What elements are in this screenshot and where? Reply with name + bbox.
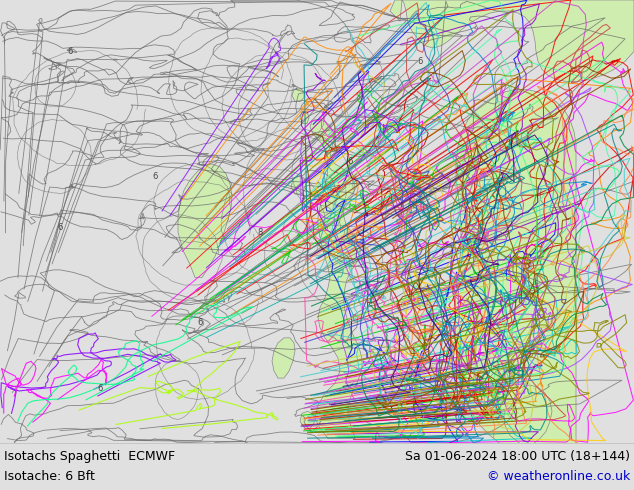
Text: Isotachs Spaghetti  ECMWF: Isotachs Spaghetti ECMWF [4, 450, 175, 463]
Polygon shape [292, 88, 304, 101]
Text: 6: 6 [152, 172, 158, 181]
Text: 6: 6 [417, 57, 423, 66]
Text: 6: 6 [347, 157, 353, 167]
Text: 6: 6 [67, 47, 73, 56]
Polygon shape [310, 120, 362, 439]
Text: Isotache: 6 Bft: Isotache: 6 Bft [4, 470, 95, 483]
Text: © weatheronline.co.uk: © weatheronline.co.uk [487, 470, 630, 483]
Text: 6: 6 [197, 318, 203, 327]
Polygon shape [455, 90, 576, 443]
Text: Sa 01-06-2024 18:00 UTC (18+144): Sa 01-06-2024 18:00 UTC (18+144) [405, 450, 630, 463]
Polygon shape [390, 0, 634, 81]
Text: 6: 6 [57, 223, 63, 232]
Polygon shape [484, 369, 517, 413]
Polygon shape [300, 411, 314, 428]
Polygon shape [300, 112, 309, 123]
Text: 8: 8 [257, 228, 262, 237]
Polygon shape [178, 164, 232, 277]
Text: 6: 6 [97, 384, 103, 392]
Polygon shape [504, 385, 552, 443]
Polygon shape [272, 338, 295, 378]
Polygon shape [291, 176, 306, 194]
